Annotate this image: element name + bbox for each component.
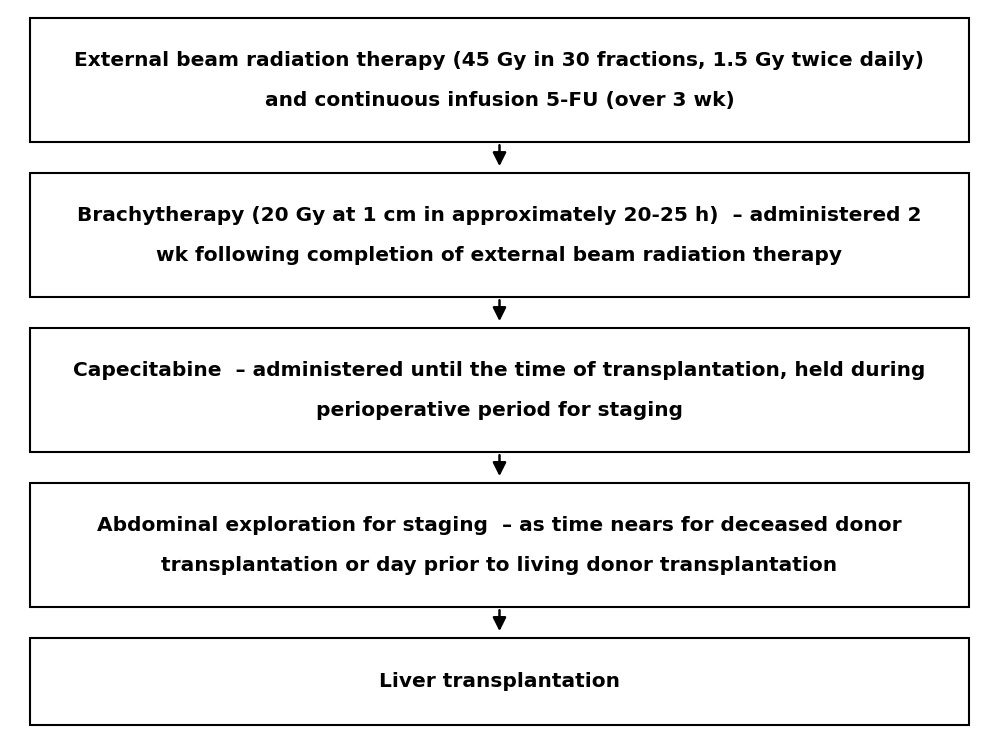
Bar	[30, 328, 969, 452]
Text: perioperative period for staging: perioperative period for staging	[316, 401, 683, 420]
Bar	[30, 638, 969, 725]
Bar	[30, 18, 969, 142]
Text: Brachytherapy (20 Gy at 1 cm in approximately 20-25 h)  – administered 2: Brachytherapy (20 Gy at 1 cm in approxim…	[77, 206, 922, 224]
Text: Abdominal exploration for staging  – as time nears for deceased donor: Abdominal exploration for staging – as t…	[97, 516, 902, 534]
Text: and continuous infusion 5-FU (over 3 wk): and continuous infusion 5-FU (over 3 wk)	[265, 92, 734, 110]
Text: Liver transplantation: Liver transplantation	[379, 672, 620, 692]
Bar	[30, 483, 969, 607]
Text: wk following completion of external beam radiation therapy: wk following completion of external beam…	[157, 246, 842, 265]
Text: Capecitabine  – administered until the time of transplantation, held during: Capecitabine – administered until the ti…	[73, 361, 926, 379]
Text: External beam radiation therapy (45 Gy in 30 fractions, 1.5 Gy twice daily): External beam radiation therapy (45 Gy i…	[75, 51, 924, 69]
Text: transplantation or day prior to living donor transplantation: transplantation or day prior to living d…	[162, 556, 837, 575]
Bar	[30, 173, 969, 297]
